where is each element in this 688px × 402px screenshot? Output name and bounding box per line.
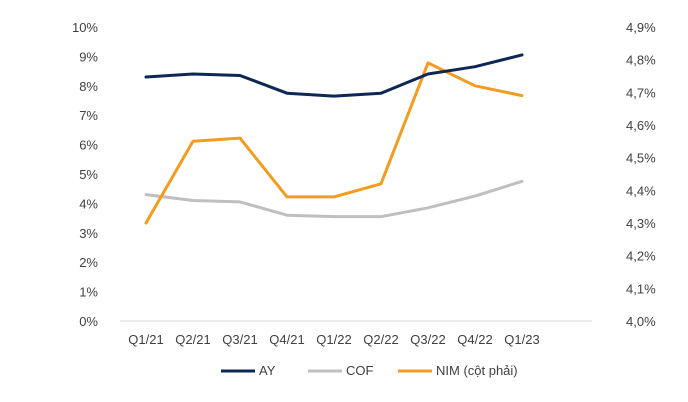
series-line-nim xyxy=(144,61,524,225)
right-axis: 4,0% 4,1% 4,2% 4,3% 4,4% 4,5% 4,6% 4,7% 4,8% 4,9% xyxy=(626,20,656,329)
x-tick-label: Q3/22 xyxy=(410,332,445,347)
legend-label: AY xyxy=(259,363,276,378)
right-tick-label: 4,9% xyxy=(626,20,656,35)
x-tick-label: Q4/22 xyxy=(457,332,492,347)
x-tick-label: Q2/22 xyxy=(363,332,398,347)
legend-label: NIM (cột phải) xyxy=(436,363,518,378)
left-tick-label: 3% xyxy=(79,226,98,241)
legend: AY COF NIM (cột phải) xyxy=(221,363,518,378)
plot-area xyxy=(144,53,524,225)
right-tick-label: 4,0% xyxy=(626,314,656,329)
right-tick-label: 4,7% xyxy=(626,85,656,100)
x-tick-label: Q3/21 xyxy=(222,332,257,347)
right-tick-label: 4,4% xyxy=(626,183,656,198)
left-tick-label: 1% xyxy=(79,285,98,300)
right-tick-label: 4,3% xyxy=(626,216,656,231)
x-tick-label: Q1/23 xyxy=(504,332,539,347)
x-tick-label: Q1/22 xyxy=(316,332,351,347)
left-tick-label: 4% xyxy=(79,196,98,211)
series-line-ay xyxy=(144,53,524,98)
left-tick-label: 2% xyxy=(79,255,98,270)
left-tick-label: 8% xyxy=(79,79,98,94)
right-tick-label: 4,6% xyxy=(626,118,656,133)
left-tick-label: 9% xyxy=(79,49,98,64)
x-tick-label: Q2/21 xyxy=(175,332,210,347)
right-tick-label: 4,5% xyxy=(626,151,656,166)
left-tick-label: 7% xyxy=(79,108,98,123)
right-tick-label: 4,8% xyxy=(626,53,656,68)
left-axis: 0% 1% 2% 3% 4% 5% 6% 7% 8% 9% 10% xyxy=(72,20,98,329)
left-tick-label: 6% xyxy=(79,138,98,153)
x-tick-label: Q4/21 xyxy=(269,332,304,347)
right-tick-label: 4,2% xyxy=(626,249,656,264)
left-tick-label: 10% xyxy=(72,20,98,35)
x-tick-label: Q1/21 xyxy=(128,332,163,347)
left-tick-label: 0% xyxy=(79,314,98,329)
right-tick-label: 4,1% xyxy=(626,281,656,296)
legend-label: COF xyxy=(346,363,374,378)
x-axis: Q1/21 Q2/21 Q3/21 Q4/21 Q1/22 Q2/22 Q3/22 Q4/22… xyxy=(128,332,539,347)
left-tick-label: 5% xyxy=(79,167,98,182)
series-line-cof xyxy=(144,179,524,219)
